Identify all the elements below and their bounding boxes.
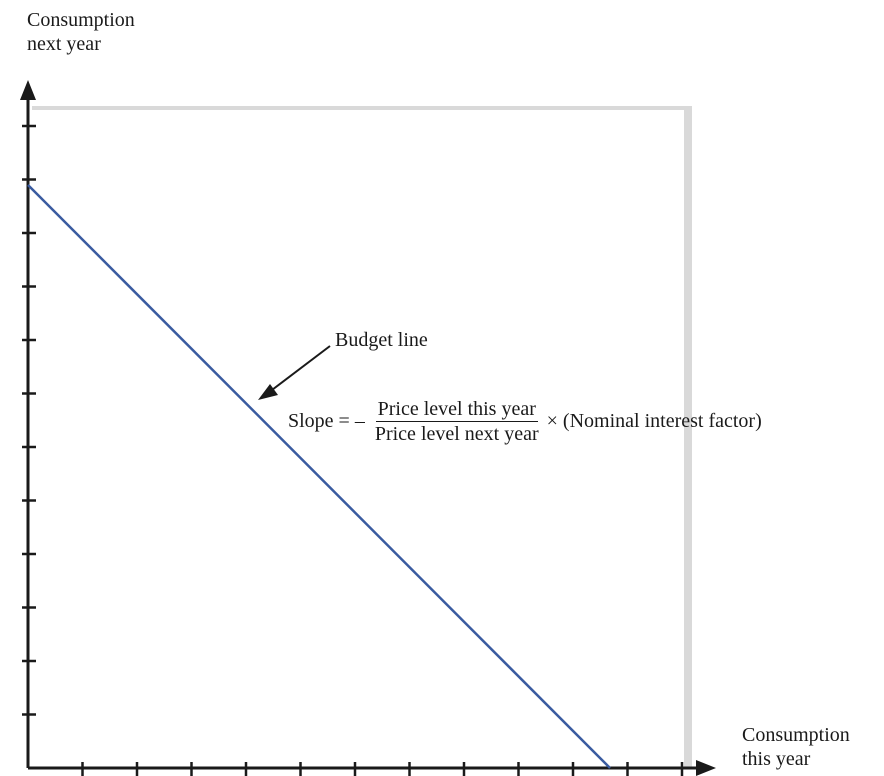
budget-line <box>27 184 611 769</box>
fraction-numerator: Price level this year <box>375 398 538 422</box>
x-axis-arrowhead <box>696 760 716 776</box>
budget-line-annotation: Budget line <box>335 329 428 351</box>
fraction-denominator: Price level next year <box>374 423 539 445</box>
slope-prefix: Slope = – <box>288 410 365 432</box>
y-axis-arrowhead <box>20 80 36 100</box>
y-axis-label-line-2: next year <box>27 33 101 55</box>
x-axis-label-line-2: this year <box>742 748 811 770</box>
y-axis-label-line-1: Consumption <box>27 9 135 31</box>
x-axis-label: Consumption this year <box>742 723 850 771</box>
slope-formula: Slope = – Price level this year Price le… <box>288 398 762 445</box>
x-axis-label-line-1: Consumption <box>742 724 850 746</box>
plot-area <box>28 110 684 768</box>
y-axis-label: Consumption next year <box>27 8 135 56</box>
annotation-arrowhead <box>258 384 278 400</box>
y-axis-ticks <box>22 124 36 716</box>
annotation-arrow <box>267 345 331 394</box>
slope-suffix: × (Nominal interest factor) <box>546 410 762 432</box>
price-level-fraction: Price level this year Price level next y… <box>373 398 541 445</box>
x-axis-ticks <box>81 762 684 776</box>
